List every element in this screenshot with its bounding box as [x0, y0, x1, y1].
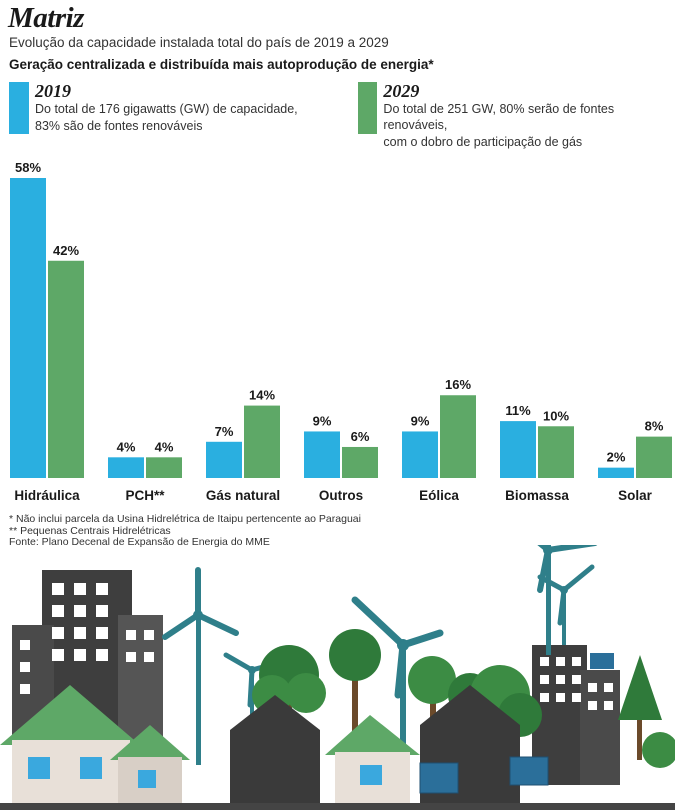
- legend-text-2019-line1: Do total de 176 gigawatts (GW) de capaci…: [35, 102, 298, 116]
- legend-text-2029-line2: com o dobro de participação de gás: [383, 135, 583, 149]
- bar-2029-1: [146, 457, 182, 478]
- data-label-2029-4: 16%: [445, 377, 471, 392]
- legend-2029: 2029 Do total de 251 GW, 80% serão de fo…: [358, 82, 673, 150]
- bar-2019-4: [402, 431, 438, 478]
- category-label-3: Outros: [319, 488, 363, 503]
- ground-line: [0, 803, 675, 810]
- category-label-4: Eólica: [419, 488, 459, 503]
- data-label-2019-4: 9%: [411, 413, 430, 428]
- data-label-2019-0: 58%: [15, 160, 41, 175]
- building-windows: [20, 583, 154, 694]
- bar-2019-1: [108, 457, 144, 478]
- data-label-2019-2: 7%: [215, 424, 234, 439]
- bar-2019-5: [500, 421, 536, 478]
- bar-2019-3: [304, 431, 340, 478]
- legend-swatch-2029: [358, 82, 378, 134]
- bar-2019-2: [206, 441, 242, 478]
- legend-swatch-2019: [9, 82, 29, 134]
- data-label-2019-3: 9%: [313, 413, 332, 428]
- category-label-5: Biomassa: [505, 488, 569, 503]
- category-label-2: Gás natural: [206, 488, 280, 503]
- building-windows: [540, 657, 613, 710]
- data-label-2029-6: 8%: [645, 419, 664, 434]
- category-label-0: Hidráulica: [14, 488, 80, 503]
- house-icon: [0, 685, 420, 810]
- legend-year-2019: 2019: [35, 81, 71, 101]
- bar-2029-5: [538, 426, 574, 478]
- footnotes: * Não inclui parcela da Usina Hidrelétri…: [9, 513, 361, 549]
- wind-turbine-icon: [162, 567, 281, 765]
- wind-turbine-icon: [351, 596, 444, 785]
- page-title: Matriz: [8, 2, 84, 34]
- city-illustration: [0, 545, 675, 810]
- data-label-2029-2: 14%: [249, 388, 275, 403]
- legend-year-2029: 2029: [383, 81, 420, 101]
- data-label-2029-1: 4%: [155, 439, 174, 454]
- category-label-6: Solar: [618, 488, 653, 503]
- data-label-2029-0: 42%: [53, 243, 79, 258]
- bar-2029-6: [636, 436, 672, 478]
- solar-panel-icon: [590, 653, 614, 669]
- bar-2019-0: [10, 178, 46, 478]
- bar-2029-3: [342, 446, 378, 478]
- legend-2019: 2019 Do total de 176 gigawatts (GW) de c…: [9, 82, 329, 134]
- legend-text-2029-line1: Do total de 251 GW, 80% serão de fontes …: [383, 102, 615, 132]
- wind-turbine-icon: [537, 545, 598, 655]
- legend-text-2019-line2: 83% são de fontes renováveis: [35, 119, 203, 133]
- data-label-2029-3: 6%: [351, 429, 370, 444]
- footnote-itaipu: * Não inclui parcela da Usina Hidrelétri…: [9, 513, 361, 525]
- bar-2029-4: [440, 395, 476, 478]
- data-label-2019-6: 2%: [607, 450, 626, 465]
- data-label-2019-1: 4%: [117, 439, 136, 454]
- bar-2029-2: [244, 405, 280, 478]
- bar-chart: 58% 42% Hidráulica 4% 4% PCH** 7% 14% Gás natura…: [10, 160, 672, 503]
- section-title: Geração centralizada e distribuída mais …: [9, 57, 434, 72]
- page-subtitle: Evolução da capacidade instalada total d…: [9, 35, 389, 50]
- footnote-pch: ** Pequenas Centrais Hidrelétricas: [9, 524, 171, 537]
- bar-2029-0: [48, 260, 84, 478]
- data-label-2029-5: 10%: [543, 408, 569, 423]
- footnote-source: Fonte: Plano Decenal de Expansão de Ener…: [9, 536, 270, 548]
- data-label-2019-5: 11%: [505, 403, 531, 418]
- category-label-1: PCH**: [125, 488, 165, 503]
- bar-2019-6: [598, 467, 634, 478]
- solar-panel-icon: [419, 756, 549, 794]
